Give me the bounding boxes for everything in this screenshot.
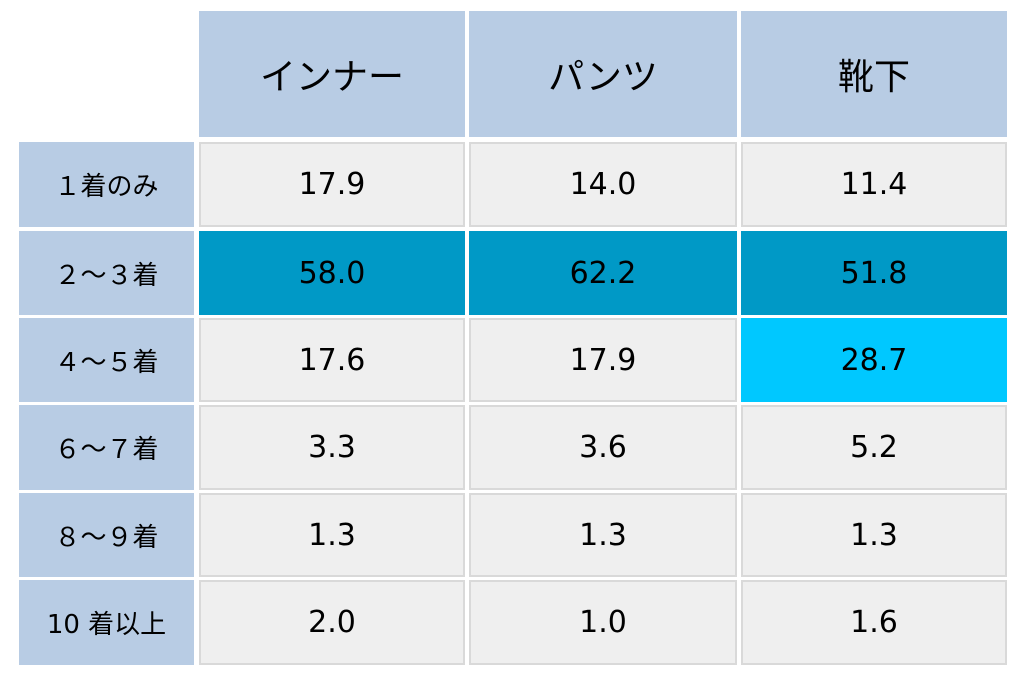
- table-cell: 28.7: [741, 318, 1007, 402]
- table-cell: 5.2: [741, 405, 1007, 490]
- table-cell: 51.8: [741, 231, 1007, 315]
- table-cell: 1.3: [469, 493, 737, 577]
- column-header: インナー: [199, 11, 465, 137]
- table-cell: 1.0: [469, 580, 737, 665]
- table-cell: 17.6: [199, 318, 465, 402]
- table-cell: 1.3: [199, 493, 465, 577]
- row-header: ４～５着: [19, 318, 194, 402]
- row-header: ２～３着: [19, 231, 194, 315]
- table-cell: 14.0: [469, 142, 737, 227]
- table-cell: 58.0: [199, 231, 465, 315]
- row-header: ８～９着: [19, 493, 194, 577]
- row-header: 10 着以上: [19, 580, 194, 665]
- column-header: 靴下: [741, 11, 1007, 137]
- table-cell: 3.6: [469, 405, 737, 490]
- row-header: ６～７着: [19, 405, 194, 490]
- table-cell: 17.9: [199, 142, 465, 227]
- table-cell: 3.3: [199, 405, 465, 490]
- column-header: パンツ: [469, 11, 737, 137]
- table-cell: 1.3: [741, 493, 1007, 577]
- table-cell: 62.2: [469, 231, 737, 315]
- table-cell: 1.6: [741, 580, 1007, 665]
- table-cell: 11.4: [741, 142, 1007, 227]
- table-cell: 2.0: [199, 580, 465, 665]
- table-cell: 17.9: [469, 318, 737, 402]
- row-header: １着のみ: [19, 142, 194, 227]
